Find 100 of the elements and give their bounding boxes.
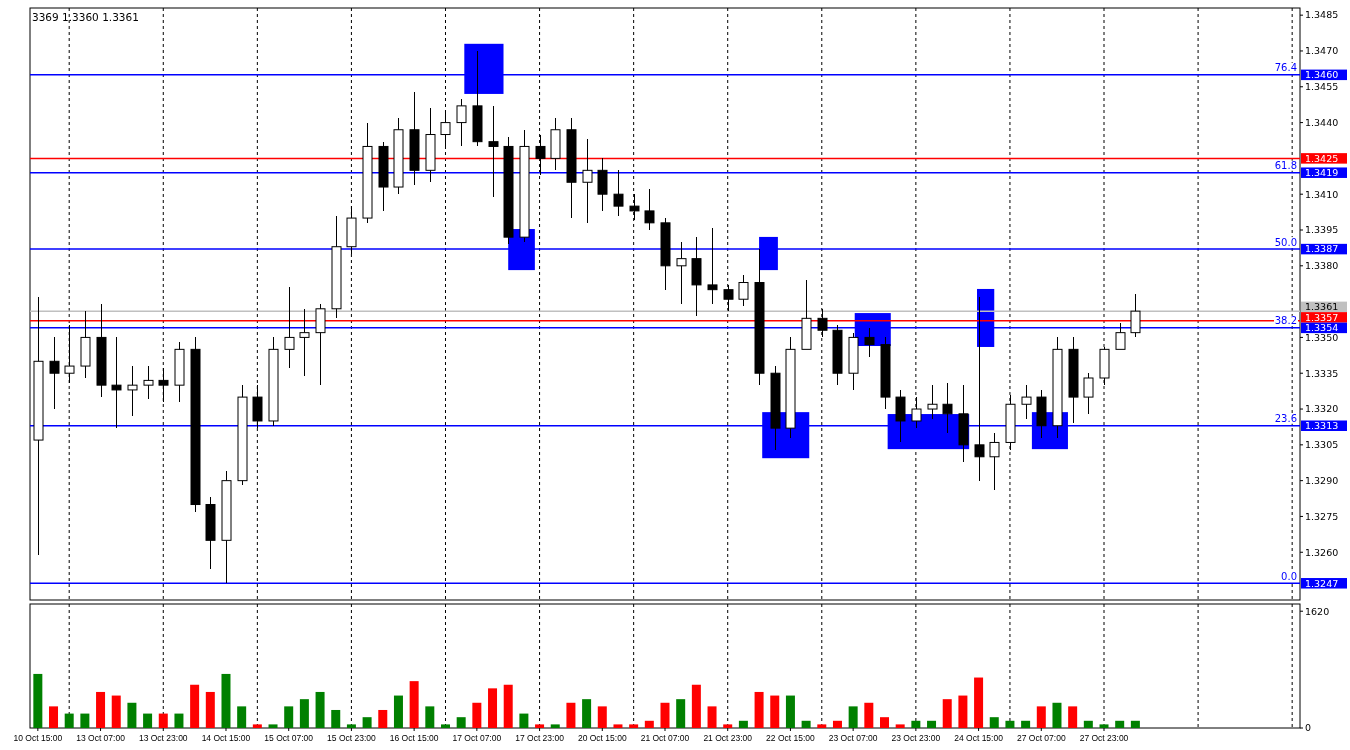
bar	[1115, 720, 1125, 728]
y-tick-label: 1.3290	[1305, 474, 1339, 486]
bar	[519, 713, 529, 728]
bar	[1068, 706, 1078, 728]
x-tick-label: 21 Oct 23:00	[703, 733, 753, 743]
bar	[738, 720, 748, 728]
bar	[911, 720, 921, 728]
candlestick	[284, 286, 295, 369]
candlestick	[1083, 372, 1094, 415]
bar	[268, 724, 278, 728]
candlestick	[488, 105, 499, 198]
bar	[378, 709, 388, 728]
x-tick-label: 21 Oct 07:00	[640, 733, 690, 743]
bar	[974, 677, 984, 728]
ref-line-label: 1.3361	[1305, 301, 1339, 313]
candlestick	[64, 324, 75, 384]
annotation: 3369 1.3360 1.3361	[32, 11, 139, 23]
x-tick-label: 14 Oct 15:00	[201, 733, 251, 743]
x-tick-label: 16 Oct 15:00	[389, 733, 439, 743]
x-tick-label: 15 Oct 07:00	[264, 733, 314, 743]
annotation: 50.0	[1274, 236, 1297, 248]
bar	[707, 706, 717, 728]
bar	[33, 673, 43, 728]
candlestick	[1130, 293, 1141, 338]
bar	[801, 720, 811, 728]
bar	[566, 702, 576, 728]
bar	[299, 699, 309, 728]
bar	[535, 724, 545, 728]
ref-line-label: 1.3354	[1305, 322, 1339, 334]
candlestick	[864, 327, 875, 358]
y-tick-label: 1.3395	[1305, 224, 1339, 236]
bar	[848, 706, 858, 728]
bar	[613, 724, 623, 728]
bar	[205, 691, 215, 728]
annotation: 23.6	[1274, 413, 1297, 425]
bar	[409, 681, 419, 728]
bar	[1052, 702, 1062, 728]
x-tick-label: 20 Oct 15:00	[577, 733, 627, 743]
bar	[723, 724, 733, 728]
bar	[252, 724, 262, 728]
annotation: 38.2	[1274, 315, 1297, 327]
candlestick	[299, 308, 310, 377]
candlestick	[127, 365, 138, 417]
bar	[832, 720, 842, 728]
bar	[989, 717, 999, 728]
bar	[488, 688, 498, 728]
candlestick	[989, 432, 1000, 491]
x-tick-label: 10 Oct 15:00	[13, 733, 63, 743]
bar	[582, 699, 592, 728]
bar	[785, 695, 795, 728]
bar	[1099, 724, 1109, 728]
y-tick-label: 1620	[1305, 605, 1330, 617]
bar	[660, 702, 670, 728]
ref-line-label: 1.3419	[1305, 167, 1339, 179]
bar	[49, 706, 59, 728]
candlestick	[1115, 322, 1126, 350]
bar	[1036, 706, 1046, 728]
bar	[284, 706, 294, 728]
candlestick	[927, 384, 938, 420]
ref-line-label: 1.3313	[1305, 420, 1339, 432]
bar	[676, 699, 686, 728]
bar	[127, 702, 137, 728]
candlestick	[895, 389, 906, 443]
candlestick	[738, 274, 749, 307]
y-tick-label: 0	[1305, 722, 1312, 734]
candlestick	[644, 188, 655, 231]
ref-line-label: 1.3425	[1305, 152, 1339, 164]
bar	[644, 720, 654, 728]
y-tick-label: 1.3320	[1305, 403, 1339, 415]
y-tick-label: 1.3380	[1305, 260, 1339, 272]
ref-line-label: 1.3387	[1305, 243, 1339, 255]
y-tick-label: 1.3335	[1305, 367, 1339, 379]
candlestick	[974, 296, 985, 482]
bar	[346, 724, 356, 728]
bar	[629, 724, 639, 728]
x-tick-label: 27 Oct 23:00	[1079, 733, 1129, 743]
bar	[597, 706, 607, 728]
bar	[221, 673, 231, 728]
candlestick	[456, 98, 467, 147]
bar	[942, 699, 952, 728]
bar	[1021, 720, 1031, 728]
x-tick-label: 17 Oct 23:00	[515, 733, 565, 743]
candlestick	[582, 138, 593, 224]
x-tick-label: 13 Oct 23:00	[138, 733, 188, 743]
annotation: 0.0	[1281, 570, 1297, 582]
y-tick-label: 1.3440	[1305, 116, 1339, 128]
bar	[880, 717, 890, 728]
x-tick-label: 22 Oct 15:00	[766, 733, 816, 743]
bar	[550, 724, 560, 728]
x-tick-label: 13 Oct 07:00	[76, 733, 126, 743]
y-tick-label: 1.3305	[1305, 439, 1339, 451]
candlestick	[49, 336, 60, 410]
candlestick	[158, 367, 169, 403]
ref-line-label: 1.3357	[1305, 311, 1339, 323]
bar	[754, 691, 764, 728]
bar	[440, 724, 450, 728]
candlestick	[942, 382, 953, 434]
x-tick-label: 15 Oct 23:00	[327, 733, 377, 743]
annotation: 61.8	[1274, 160, 1297, 172]
x-tick-label: 24 Oct 15:00	[954, 733, 1004, 743]
